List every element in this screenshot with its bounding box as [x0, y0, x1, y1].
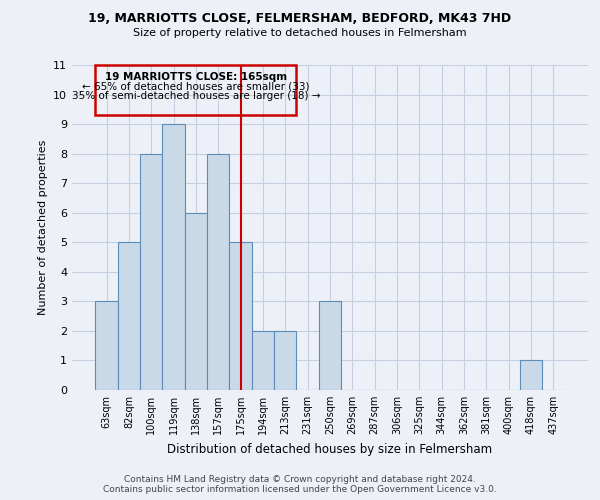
Y-axis label: Number of detached properties: Number of detached properties: [38, 140, 47, 315]
Bar: [140, 154, 163, 390]
Text: ← 65% of detached houses are smaller (33): ← 65% of detached houses are smaller (33…: [82, 81, 310, 91]
Bar: [118, 242, 140, 390]
Text: Contains HM Land Registry data © Crown copyright and database right 2024.: Contains HM Land Registry data © Crown c…: [124, 476, 476, 484]
Text: 19 MARRIOTTS CLOSE: 165sqm: 19 MARRIOTTS CLOSE: 165sqm: [105, 72, 287, 82]
Text: 35% of semi-detached houses are larger (18) →: 35% of semi-detached houses are larger (…: [72, 91, 320, 101]
Bar: [185, 212, 207, 390]
Text: 19, MARRIOTTS CLOSE, FELMERSHAM, BEDFORD, MK43 7HD: 19, MARRIOTTS CLOSE, FELMERSHAM, BEDFORD…: [88, 12, 512, 26]
Bar: [207, 154, 229, 390]
Bar: [163, 124, 185, 390]
Bar: [252, 331, 274, 390]
Bar: [520, 360, 542, 390]
Bar: [229, 242, 252, 390]
Bar: [274, 331, 296, 390]
Bar: [95, 302, 118, 390]
X-axis label: Distribution of detached houses by size in Felmersham: Distribution of detached houses by size …: [167, 442, 493, 456]
Bar: [319, 302, 341, 390]
Text: Size of property relative to detached houses in Felmersham: Size of property relative to detached ho…: [133, 28, 467, 38]
Text: Contains public sector information licensed under the Open Government Licence v3: Contains public sector information licen…: [103, 486, 497, 494]
